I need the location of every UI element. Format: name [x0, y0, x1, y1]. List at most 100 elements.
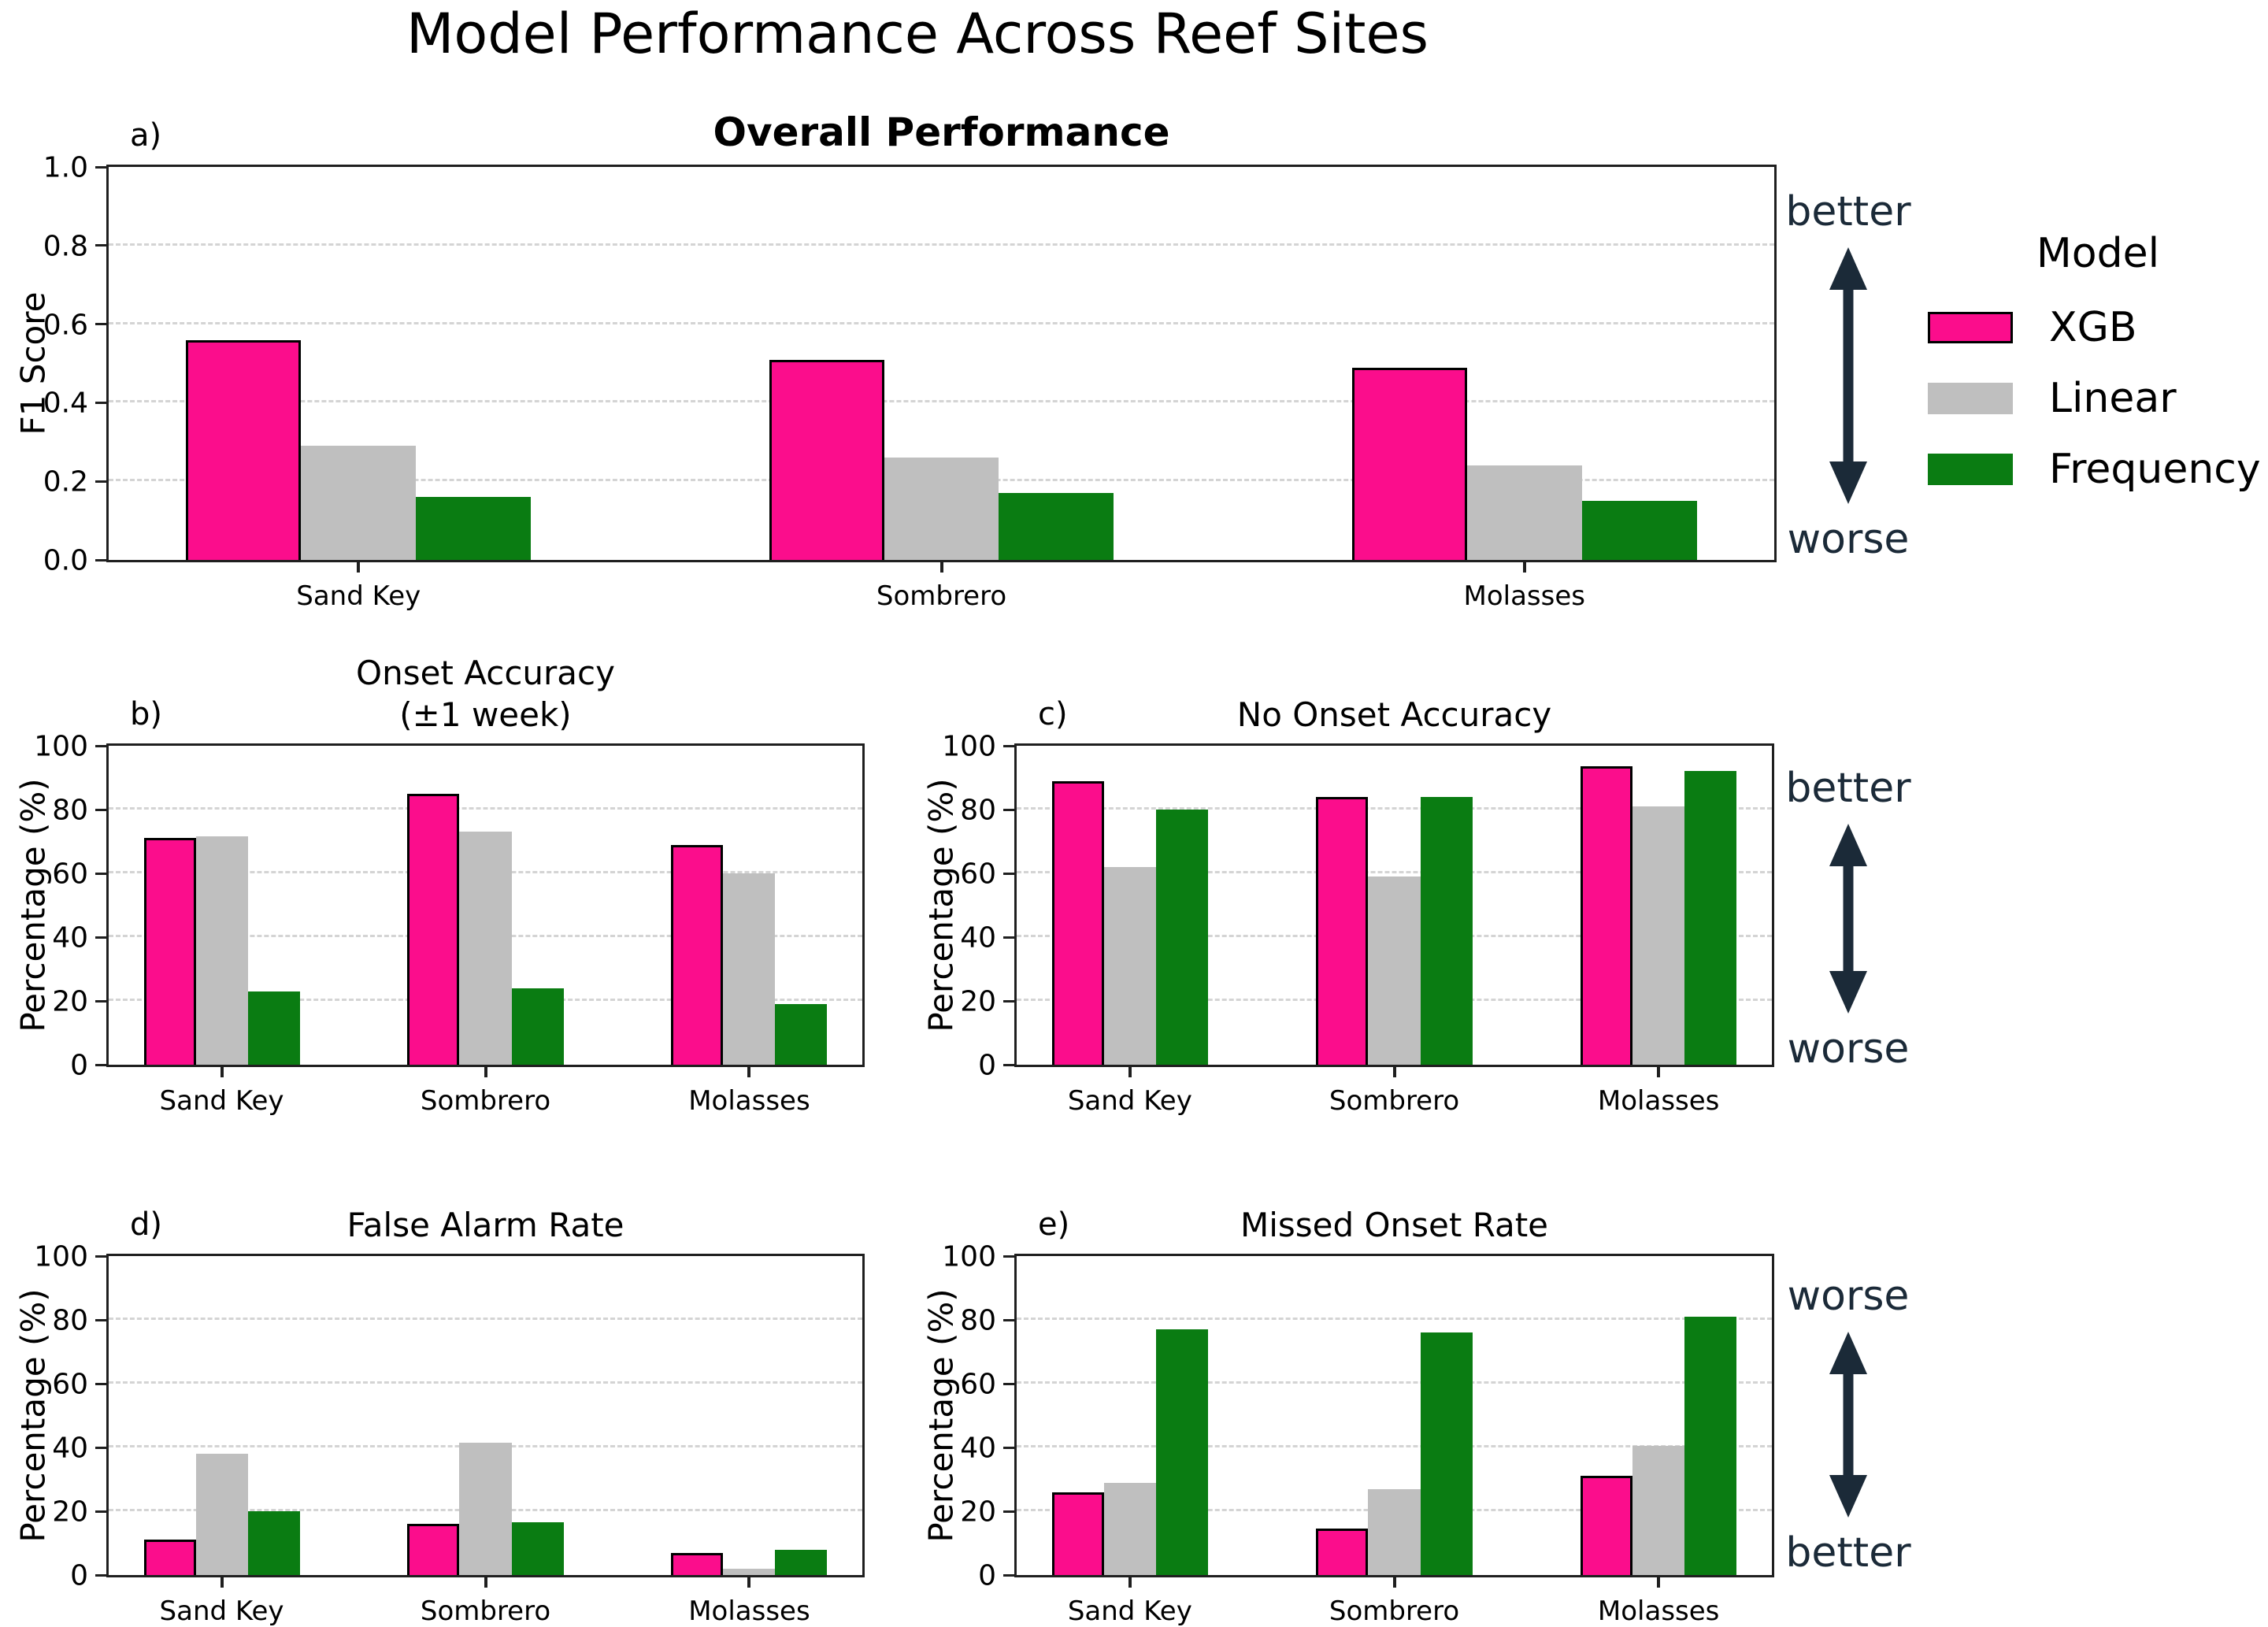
panel-d-xtick-mark	[747, 1575, 751, 1588]
double-arrow-icon	[1829, 824, 1867, 1014]
panel-e-bar-xgb-molasses	[1580, 1476, 1633, 1575]
panel-e-letter: e)	[1038, 1206, 1070, 1243]
annotation-row3: worse better	[1770, 1272, 1927, 1578]
panel-d-bar-xgb-sombrero	[407, 1524, 460, 1575]
panel-e-gridline-60	[1017, 1381, 1772, 1384]
panel-e-title: Missed Onset Rate	[1240, 1205, 1549, 1244]
panel-b-ytick-label: 100	[34, 730, 88, 763]
panel-b-xtick-mark	[747, 1065, 751, 1077]
panel-d-ytick-label: 0	[70, 1559, 88, 1592]
panel-e-bar-linear-sombrero	[1368, 1488, 1421, 1575]
panel-d-ytick-mark	[95, 1382, 109, 1385]
panel-a-bar-linear-sand-key	[301, 446, 417, 560]
panel-b-y-axis-label: Percentage (%)	[13, 778, 53, 1032]
panel-a: Overall Performance a) F1 Score 0.0 0.2 0.…	[14, 109, 1777, 612]
panel-d-ytick-mark	[95, 1510, 109, 1513]
panel-e-ytick-mark	[1003, 1318, 1017, 1321]
panel-c-ytick-mark	[1003, 999, 1017, 1003]
xgb-swatch-icon	[1928, 312, 2013, 343]
legend: Model XGB Linear Frequency	[1928, 230, 2268, 493]
panel-b-ytick-mark	[95, 999, 109, 1003]
annotation-row1-top-label: better	[1785, 188, 1911, 235]
panel-e-xtick-mark	[1657, 1575, 1661, 1588]
panel-d-bar-xgb-molasses	[671, 1552, 724, 1575]
panel-e-ytick-label: 60	[960, 1368, 996, 1401]
panel-d-bar-linear-sombrero	[459, 1442, 512, 1575]
panel-a-ytick-label: 0.4	[43, 387, 88, 420]
panel-c-ytick-label: 100	[942, 730, 996, 763]
panel-c-xtick-label-molasses: Molasses	[1597, 1085, 1720, 1117]
panel-c-bar-xgb-sand-key	[1051, 780, 1104, 1065]
panel-c-plot-area: 0 20 40 60 80 100 Sand Key Sombrero Molasses	[942, 731, 1774, 1117]
panel-a-bar-xgb-molasses	[1351, 367, 1467, 560]
panel-b-xtick-label-sand-key: Sand Key	[159, 1085, 284, 1117]
legend-label-frequency: Frequency	[2049, 446, 2261, 493]
panel-c: No Onset Accuracy c) Percentage (%) 0 20 4…	[922, 695, 1774, 1117]
panel-b: Onset Accuracy (±1 week) b) Percentage (…	[14, 654, 865, 1117]
double-arrow-icon	[1829, 1332, 1867, 1518]
panel-a-ytick-label: 1.0	[43, 151, 88, 184]
panel-a-gridline-0.4	[109, 400, 1774, 403]
panel-c-xtick-label-sand-key: Sand Key	[1067, 1085, 1192, 1117]
panel-a-ytick-mark	[95, 165, 109, 169]
panel-b-bar-frequency-sand-key	[247, 991, 300, 1065]
panel-a-gridline-0.8	[109, 243, 1774, 246]
panel-b-xtick-mark	[484, 1065, 487, 1077]
panel-c-ytick-label: 20	[960, 985, 996, 1018]
panel-b-ytick-mark	[95, 872, 109, 875]
panel-c-ytick-label: 40	[960, 921, 996, 954]
panel-c-ytick-label: 0	[978, 1049, 996, 1082]
panel-d-bar-frequency-molasses	[775, 1549, 828, 1575]
panel-c-bar-frequency-sand-key	[1155, 810, 1209, 1065]
panel-a-ytick-mark	[95, 401, 109, 404]
panel-b-ytick-label: 60	[52, 858, 88, 891]
panel-c-ytick-mark	[1003, 808, 1017, 811]
panel-a-ytick-label: 0.0	[43, 544, 88, 577]
panel-e-y-axis-label: Percentage (%)	[921, 1288, 961, 1543]
legend-label-xgb: XGB	[2049, 304, 2137, 351]
panel-e-xtick-mark	[1392, 1575, 1396, 1588]
panel-c-title: No Onset Accuracy	[1236, 695, 1552, 734]
panel-c-xtick-mark	[1128, 1065, 1132, 1077]
panel-a-xtick-mark	[1522, 560, 1526, 573]
panel-c-bar-xgb-molasses	[1580, 766, 1633, 1065]
panel-b-bar-xgb-molasses	[671, 844, 724, 1065]
panel-d-xtick-mark	[484, 1575, 487, 1588]
panel-d-ytick-mark	[95, 1573, 109, 1577]
panel-c-ytick-mark	[1003, 872, 1017, 875]
panel-b-ytick-label: 0	[70, 1049, 88, 1082]
panel-c-ytick-mark	[1003, 744, 1017, 747]
panel-d-bar-linear-sand-key	[195, 1454, 248, 1575]
legend-entry-frequency: Frequency	[1928, 446, 2268, 493]
panel-d-y-axis-label: Percentage (%)	[13, 1288, 53, 1543]
panel-d-ytick-mark	[95, 1446, 109, 1449]
panel-c-bar-frequency-molasses	[1684, 771, 1737, 1065]
panel-b-ytick-label: 20	[52, 985, 88, 1018]
panel-d-ytick-label: 60	[52, 1368, 88, 1401]
panel-c-ytick-mark	[1003, 936, 1017, 939]
panel-c-bar-linear-molasses	[1632, 806, 1685, 1065]
panel-c-letter: c)	[1038, 696, 1068, 732]
panel-c-ytick-label: 60	[960, 858, 996, 891]
panel-a-xtick-label-molasses: Molasses	[1463, 580, 1585, 612]
panel-d-ytick-mark	[95, 1318, 109, 1321]
panel-d-bar-frequency-sand-key	[247, 1511, 300, 1575]
panel-e-ytick-label: 40	[960, 1432, 996, 1465]
panel-d: False Alarm Rate d) Percentage (%) 0 20 40…	[14, 1206, 865, 1627]
panel-b-bar-frequency-molasses	[775, 1004, 828, 1065]
panel-e-bar-frequency-sand-key	[1155, 1329, 1209, 1575]
panel-e-ytick-mark	[1003, 1573, 1017, 1577]
panel-d-ytick-label: 80	[52, 1304, 88, 1337]
panel-b-bar-xgb-sand-key	[143, 838, 196, 1065]
panel-e-xtick-mark	[1128, 1575, 1132, 1588]
panel-e-ytick-mark	[1003, 1510, 1017, 1513]
panel-a-ytick-mark	[95, 244, 109, 247]
panel-d-xtick-label-sand-key: Sand Key	[159, 1595, 284, 1627]
annotation-row1: better worse	[1770, 187, 1927, 565]
panel-e-xtick-label-sand-key: Sand Key	[1067, 1595, 1192, 1627]
panel-d-ytick-label: 100	[34, 1240, 88, 1273]
panel-a-xtick-label-sand-key: Sand Key	[296, 580, 421, 612]
panel-e-bar-linear-molasses	[1632, 1445, 1685, 1575]
panel-d-ytick-label: 40	[52, 1432, 88, 1465]
panel-c-ytick-mark	[1003, 1063, 1017, 1066]
